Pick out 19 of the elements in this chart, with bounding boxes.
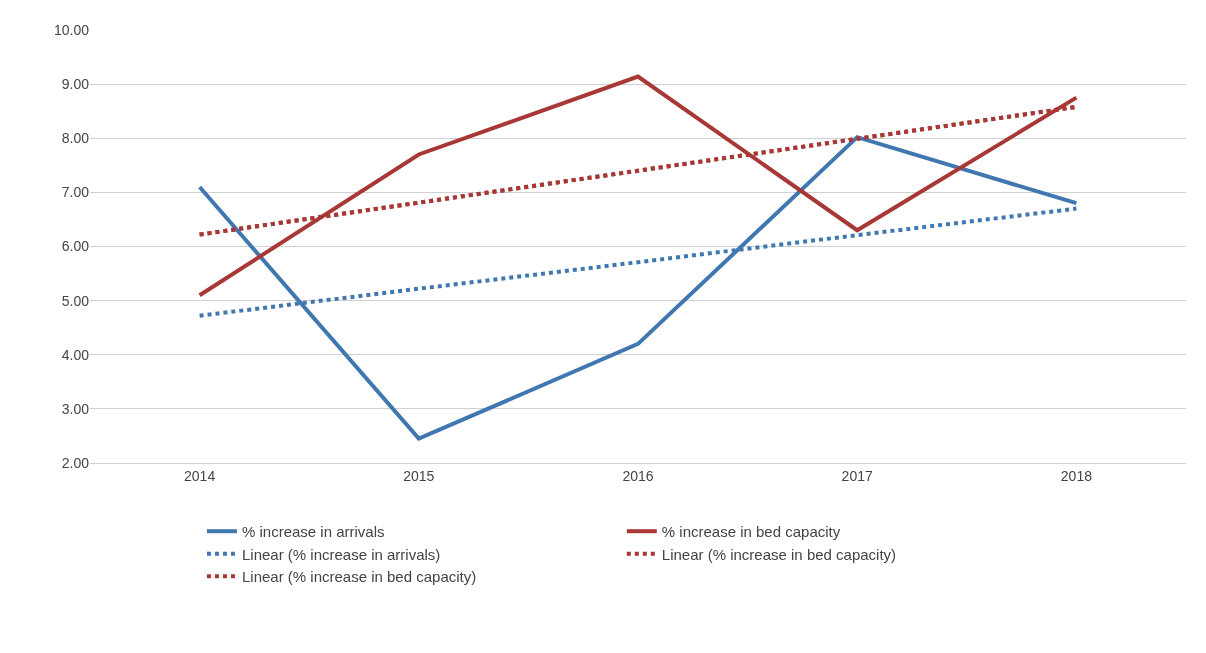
x-tick-label: 2015 <box>403 467 435 484</box>
y-tick-label: 6.00 <box>61 238 90 255</box>
y-tick-label: 3.00 <box>61 400 90 417</box>
x-tick-label: 2018 <box>1060 467 1093 484</box>
legend-label: % increase in bed capacity <box>661 523 841 541</box>
x-tick-label: 2016 <box>622 467 654 484</box>
y-tick-label: 4.00 <box>61 346 90 363</box>
y-tick-label: 5.00 <box>61 292 90 309</box>
x-tick-label: 2017 <box>841 467 873 484</box>
y-tick-label: 10.00 <box>53 21 90 38</box>
x-tick-label: 2014 <box>184 467 216 484</box>
y-tick-label: 8.00 <box>61 130 90 147</box>
legend-label: Linear (% increase in bed capacity) <box>661 545 897 563</box>
y-tick-label: 7.00 <box>61 184 90 201</box>
y-tick-label: 9.00 <box>61 76 90 93</box>
legend-label: Linear (% increase in arrivals) <box>241 545 441 563</box>
y-tick-label: 2.00 <box>61 454 90 471</box>
legend-label: Linear (% increase in bed capacity) <box>241 568 477 586</box>
legend-label: % increase in arrivals <box>241 523 385 541</box>
